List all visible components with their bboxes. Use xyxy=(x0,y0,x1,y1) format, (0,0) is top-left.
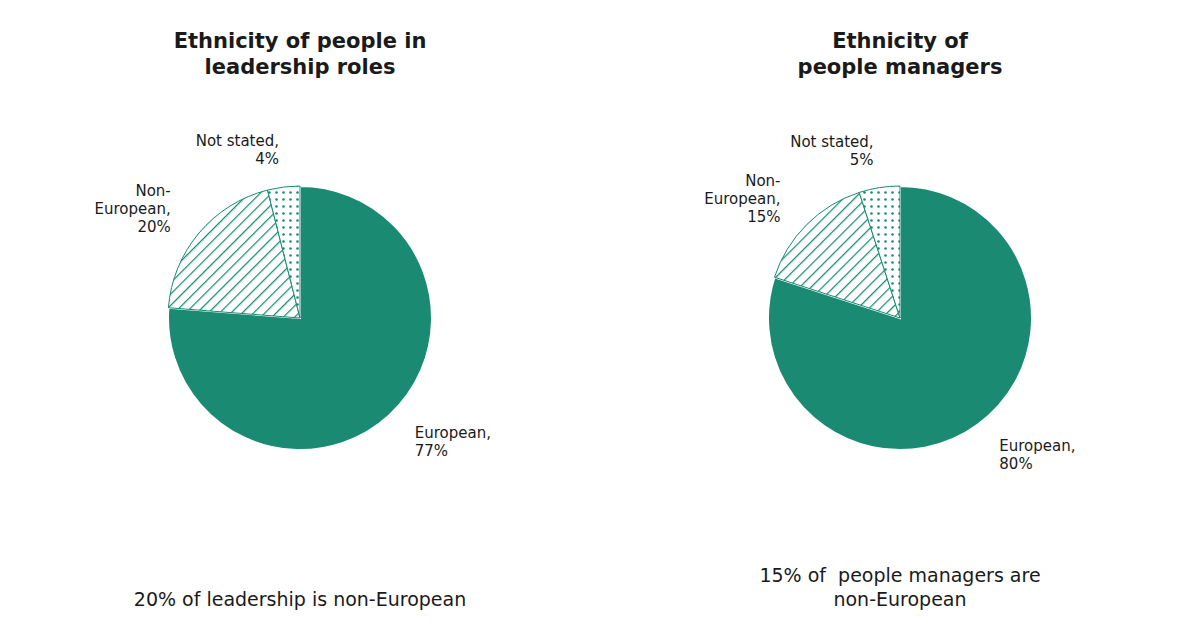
slice-label: Not stated,5% xyxy=(790,133,873,169)
slice-label: Non-European,15% xyxy=(704,171,780,225)
pie-slice xyxy=(859,186,900,318)
pie-slice xyxy=(768,186,1032,450)
background xyxy=(0,0,1200,636)
title: Ethnicity ofpeople managers xyxy=(798,29,1003,79)
subtitle: 20% of leadership is non-European xyxy=(134,588,466,610)
subtitle: 15% of people managers arenon-European xyxy=(759,564,1040,610)
title: Ethnicity of people inleadership roles xyxy=(174,29,427,79)
pie-slice xyxy=(168,186,432,450)
slice-label: Non-European,20% xyxy=(95,182,171,236)
pie-panel: Ethnicity ofpeople managers European,80% N… xyxy=(704,29,1075,610)
pie-panel: Ethnicity of people inleadership roles Eu… xyxy=(95,29,491,610)
pie-slice xyxy=(267,186,300,318)
chart-root: Ethnicity of people inleadership roles Eu… xyxy=(0,0,1200,636)
figure: Ethnicity of people inleadership roles Eu… xyxy=(0,0,1200,636)
slice-label: Not stated,4% xyxy=(196,132,279,168)
slice-label: European,80% xyxy=(999,436,1075,472)
slice-label: European,77% xyxy=(415,424,491,460)
